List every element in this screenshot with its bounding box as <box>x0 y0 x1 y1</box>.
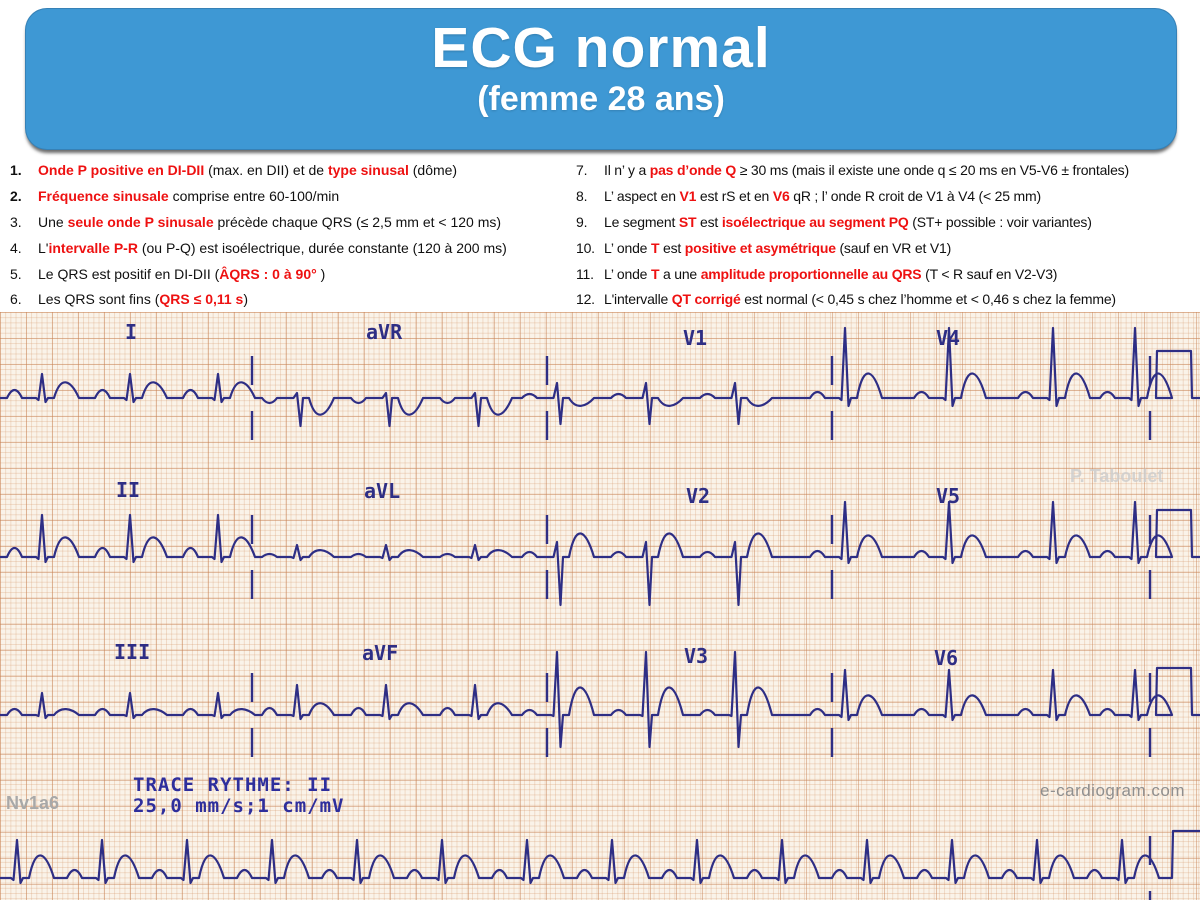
checklist-item: 12. L'intervalle QT corrigé est normal (<… <box>576 286 1200 310</box>
lead-label-V5: V5 <box>936 484 961 508</box>
item-number: 3. <box>10 213 22 230</box>
item-number: 4. <box>10 239 22 256</box>
watermark-website: e-cardiogram.com <box>1040 781 1185 800</box>
lead-change-marks-row-2 <box>250 515 1152 599</box>
lead-label-I: I <box>125 320 138 344</box>
watermark-code: Nv1a6 <box>6 793 60 813</box>
ecg-trace-row-1 <box>0 326 1200 428</box>
lead-label-II: II <box>116 478 141 502</box>
item-number: 7. <box>576 161 588 178</box>
item-text: Une seule onde P sinusale précède chaque… <box>38 213 502 230</box>
item-number: 9. <box>576 213 588 230</box>
item-text: Les QRS sont fins (QRS ≤ 0,11 s) <box>38 291 249 308</box>
ecg-criteria-checklist: 1. Onde P positive en DI-DII (max. en DII… <box>0 157 1200 310</box>
watermark-author: P. Taboulet <box>1070 466 1164 486</box>
lead-label-aVF: aVF <box>362 641 399 665</box>
lead-label-V1: V1 <box>683 326 708 350</box>
item-text: L’ onde T est positive et asymétrique (s… <box>604 239 952 256</box>
item-number: 11. <box>576 265 594 282</box>
item-number: 12. <box>576 291 595 308</box>
item-number: 2. <box>10 187 22 204</box>
ecg-trace-row-3 <box>0 650 1200 749</box>
ecg-trace-row-4 <box>0 829 1200 885</box>
item-number: 1. <box>10 161 22 178</box>
lead-label-V2: V2 <box>686 484 711 508</box>
item-text: L’ onde T a une amplitude proportionnell… <box>604 265 1058 282</box>
lead-change-marks-row-1 <box>250 356 1152 440</box>
lead-label-V4: V4 <box>936 326 961 350</box>
lead-label-aVR: aVR <box>366 320 403 344</box>
checklist-item: 8. L’ aspect en V1 est rS et en V6 qR ; l… <box>576 183 1200 209</box>
machine-text-line-2: 25,0 mm/s;1 cm/mV <box>133 795 345 817</box>
checklist-item: 10. L’ onde T est positive et asymétrique… <box>576 235 1200 261</box>
checklist-column-left: 1. Onde P positive en DI-DII (max. en DII… <box>10 157 572 310</box>
item-text: L'intervalle P-R (ou P-Q) est isoélectri… <box>38 239 507 256</box>
checklist-column-right: 7. Il n’ y a pas d’onde Q ≥ 30 ms (mais i… <box>576 157 1200 310</box>
item-text: L’ aspect en V1 est rS et en V6 qR ; l’ … <box>604 187 1041 204</box>
item-text: L'intervalle QT corrigé est normal (< 0,… <box>604 291 1116 308</box>
item-text: Fréquence sinusale comprise entre 60-100… <box>38 187 340 204</box>
checklist-item: 3. Une seule onde P sinusale précède chaq… <box>10 209 572 235</box>
checklist-item: 2. Fréquence sinusale comprise entre 60-1… <box>10 183 572 209</box>
item-text: Onde P positive en DI-DII (max. en DII) … <box>38 161 458 178</box>
lead-label-aVL: aVL <box>364 479 401 503</box>
ecg-traces <box>0 326 1200 900</box>
page-title: ECG normal <box>431 16 771 80</box>
machine-text-line-1: TRACE RYTHME: II <box>133 774 333 796</box>
item-number: 6. <box>10 291 22 308</box>
checklist-item: 9. Le segment ST est isoélectrique au seg… <box>576 209 1200 235</box>
item-text: Le segment ST est isoélectrique au segme… <box>604 213 1092 230</box>
ecg-trace-row-2 <box>0 500 1200 607</box>
item-number: 8. <box>576 187 588 204</box>
item-text: Le QRS est positif en DI-DII (ÂQRS : 0 à… <box>38 265 326 282</box>
lead-change-marks-row-3 <box>250 673 1152 757</box>
item-number: 5. <box>10 265 22 282</box>
title-banner: ECG normal (femme 28 ans) <box>25 8 1177 150</box>
lead-label-V3: V3 <box>684 644 709 668</box>
checklist-item: 5. Le QRS est positif en DI-DII (ÂQRS : 0… <box>10 261 572 287</box>
checklist-item: 11. L’ onde T a une amplitude proportionn… <box>576 261 1200 287</box>
checklist-item: 6. Les QRS sont fins (QRS ≤ 0,11 s) <box>10 286 572 310</box>
lead-label-III: III <box>114 640 151 664</box>
lead-label-V6: V6 <box>934 646 959 670</box>
checklist-item: 7. Il n’ y a pas d’onde Q ≥ 30 ms (mais i… <box>576 157 1200 183</box>
item-number: 10. <box>576 239 595 256</box>
page-subtitle: (femme 28 ans) <box>477 79 725 118</box>
item-text: Il n’ y a pas d’onde Q ≥ 30 ms (mais il … <box>604 161 1129 178</box>
checklist-item: 4. L'intervalle P-R (ou P-Q) est isoélect… <box>10 235 572 261</box>
checklist-item: 1. Onde P positive en DI-DII (max. en DII… <box>10 157 572 183</box>
